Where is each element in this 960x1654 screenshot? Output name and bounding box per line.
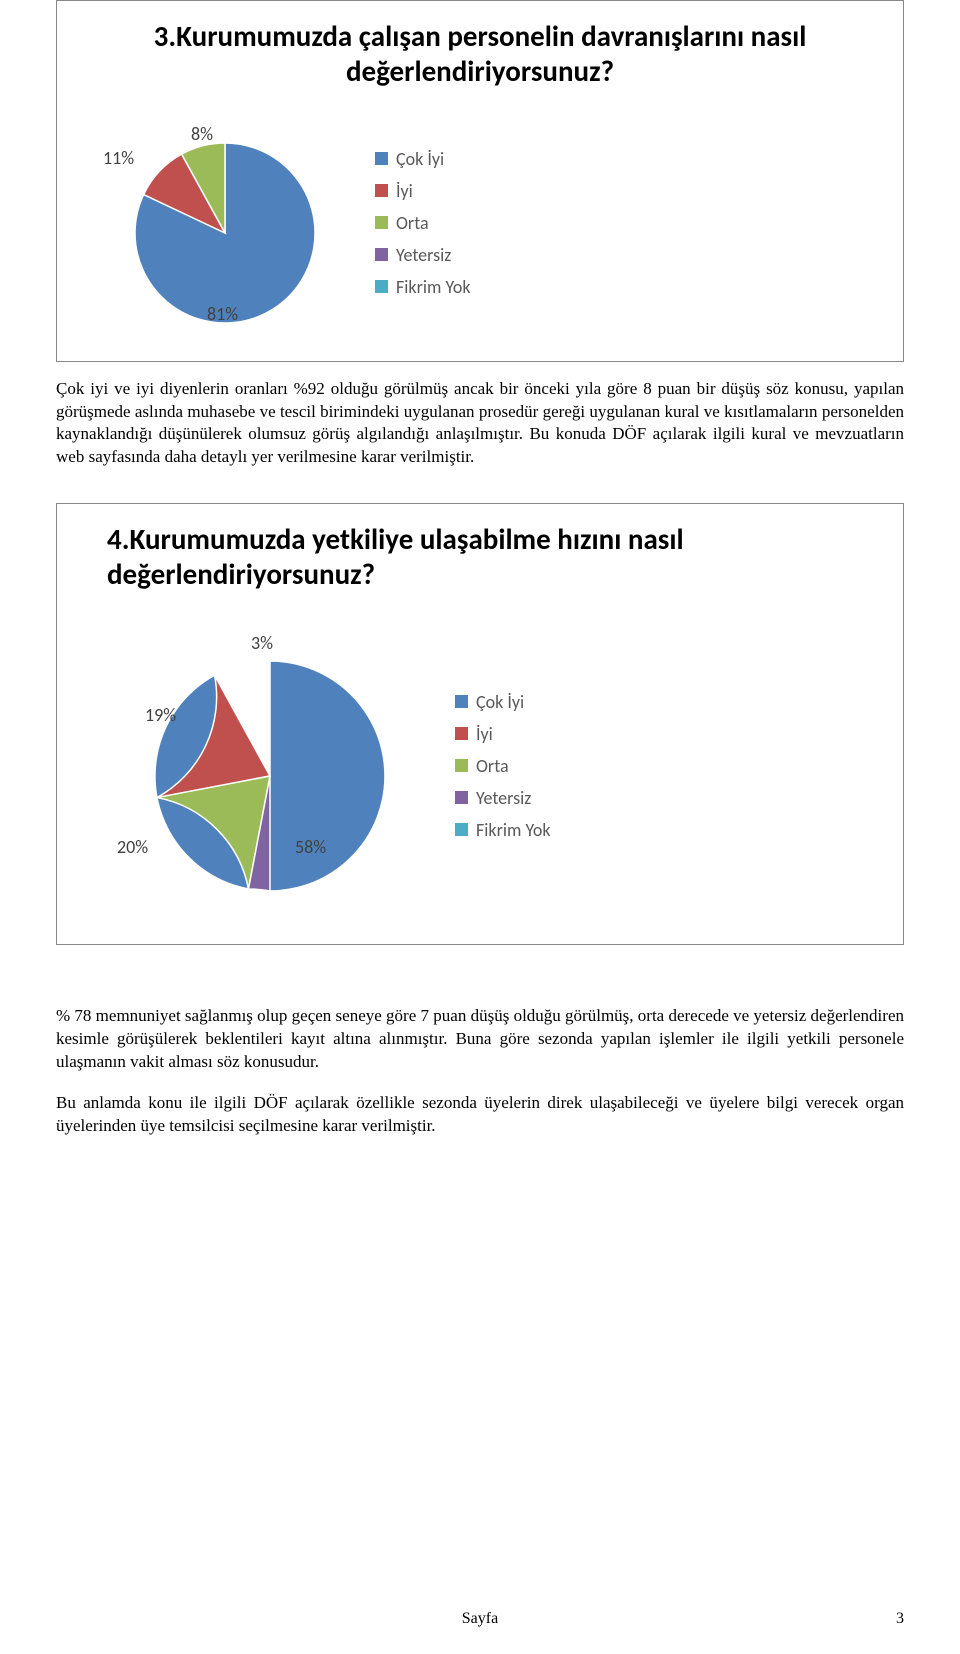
legend-swatch-yetersiz [455,791,468,804]
chart3-body: 8% 11% 81% Çok İyi İyi Orta [75,103,885,343]
paragraph-3: Bu anlamda konu ile ilgili DÖF açılarak … [56,1092,904,1138]
legend-item: Yetersiz [375,244,471,266]
legend-swatch-fikrim-yok [375,280,388,293]
legend-label: Orta [476,755,509,777]
chart3-label-11: 11% [103,147,134,169]
chart3-label-8: 8% [191,123,213,145]
chart4-box: 4.Kurumumuzda yetkiliye ulaşabilme hızın… [56,503,904,945]
chart4-label-3: 3% [251,632,273,654]
chart4-pie-svg [75,606,435,926]
legend-item: Orta [455,755,551,777]
legend-label: Yetersiz [396,244,451,266]
page-footer: Sayfa 3 [0,1610,960,1628]
paragraph-2: % 78 memnuniyet sağlanmış olup geçen sen… [56,1005,904,1074]
chart3-pie-wrap: 8% 11% 81% [75,103,355,343]
legend-item: Fikrim Yok [455,819,551,841]
legend-label: Çok İyi [476,691,524,713]
legend-label: İyi [396,180,413,202]
legend-label: İyi [476,723,493,745]
legend-item: Yetersiz [455,787,551,809]
legend-swatch-cok-iyi [375,152,388,165]
legend-label: Fikrim Yok [396,276,471,298]
legend-label: Yetersiz [476,787,531,809]
chart4-body: 3% 19% 20% 58% Çok İyi İyi Orta [75,606,885,926]
chart4-legend: Çok İyi İyi Orta Yetersiz Fikrim Yok [455,691,551,841]
chart3-box: 3.Kurumumuzda çalışan personelin davranı… [56,0,904,362]
legend-swatch-cok-iyi [455,695,468,708]
chart3-legend: Çok İyi İyi Orta Yetersiz Fikrim Yok [375,148,471,298]
chart4-label-58: 58% [295,836,326,858]
legend-swatch-iyi [455,727,468,740]
legend-item: Orta [375,212,471,234]
chart4-title: 4.Kurumumuzda yetkiliye ulaşabilme hızın… [75,522,885,592]
document-page: 3.Kurumumuzda çalışan personelin davranı… [0,0,960,1654]
legend-swatch-yetersiz [375,248,388,261]
chart4-pie-wrap: 3% 19% 20% 58% [75,606,435,926]
legend-swatch-orta [375,216,388,229]
legend-swatch-fikrim-yok [455,823,468,836]
legend-swatch-orta [455,759,468,772]
legend-item: Çok İyi [455,691,551,713]
legend-item: İyi [375,180,471,202]
footer-page-number: 3 [896,1610,904,1628]
legend-item: Çok İyi [375,148,471,170]
legend-label: Çok İyi [396,148,444,170]
chart3-title: 3.Kurumumuzda çalışan personelin davranı… [75,19,885,89]
legend-swatch-iyi [375,184,388,197]
chart3-label-81: 81% [207,303,238,325]
paragraph-1: Çok iyi ve iyi diyenlerin oranları %92 o… [56,378,904,470]
footer-label: Sayfa [462,1610,498,1627]
legend-item: İyi [455,723,551,745]
chart4-label-19: 19% [145,704,176,726]
legend-item: Fikrim Yok [375,276,471,298]
legend-label: Fikrim Yok [476,819,551,841]
legend-label: Orta [396,212,429,234]
chart4-label-20: 20% [117,836,148,858]
